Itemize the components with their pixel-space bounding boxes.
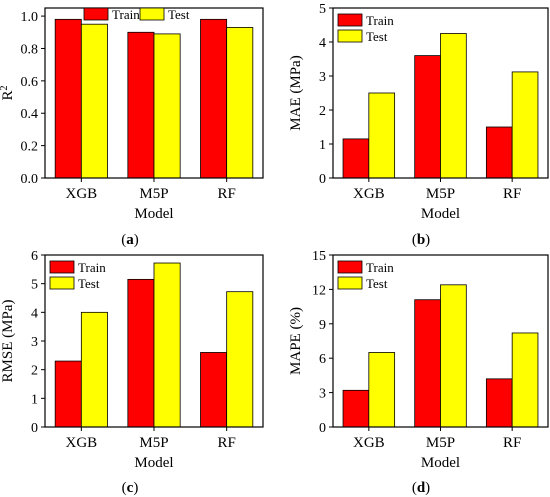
panel-caption: (a) bbox=[121, 232, 139, 248]
plot-frame bbox=[44, 254, 264, 428]
legend-label-train: Train bbox=[366, 13, 394, 28]
bar-train-m5p bbox=[127, 31, 155, 179]
y-tick-label: 0 bbox=[319, 172, 326, 187]
y-tick-label: 6 bbox=[31, 249, 38, 264]
y-tick-label: 5 bbox=[31, 278, 38, 293]
x-tick-label: XGB bbox=[65, 435, 97, 451]
y-tick-label: 6 bbox=[319, 352, 326, 367]
y-tick-label: 2 bbox=[319, 104, 326, 119]
y-axis-label: MAPE (%) bbox=[288, 307, 304, 375]
y-tick-label: 0.8 bbox=[21, 42, 39, 57]
x-tick-label: M5P bbox=[426, 186, 455, 202]
x-axis-label: Model bbox=[134, 206, 173, 222]
legend-label-train: Train bbox=[366, 260, 394, 275]
bar-train-rf bbox=[485, 378, 513, 428]
bar-train-m5p bbox=[127, 278, 155, 428]
bar-test-rf bbox=[226, 291, 254, 428]
legend-swatch-train bbox=[337, 260, 363, 274]
y-tick-label: 9 bbox=[319, 318, 326, 333]
legend-swatch-test bbox=[337, 276, 363, 290]
bar-test-xgb bbox=[80, 311, 108, 428]
x-tick-label: RF bbox=[503, 435, 521, 451]
bar-train-m5p bbox=[414, 55, 441, 179]
legend-swatch-test bbox=[49, 276, 75, 290]
bar-test-m5p bbox=[440, 33, 467, 179]
legend-label-train: Train bbox=[78, 260, 106, 275]
y-tick-label: 0.6 bbox=[21, 75, 39, 90]
y-tick-label: 0 bbox=[319, 421, 326, 436]
legend-label-test: Test bbox=[366, 29, 388, 44]
y-axis-label: MAE (MPa) bbox=[288, 55, 304, 130]
legend-label-train: Train bbox=[112, 7, 140, 22]
plot-frame bbox=[332, 254, 549, 428]
y-tick-label: 0.0 bbox=[21, 172, 39, 187]
x-tick-label: RF bbox=[217, 186, 235, 202]
legend-swatch-test bbox=[139, 7, 165, 21]
x-tick-label: M5P bbox=[139, 435, 168, 451]
bar-train-xgb bbox=[54, 360, 82, 428]
bar-test-xgb bbox=[368, 352, 396, 428]
y-tick-label: 12 bbox=[312, 283, 326, 298]
x-tick-label: M5P bbox=[139, 186, 168, 202]
x-axis-label: Model bbox=[421, 206, 460, 222]
bar-train-rf bbox=[200, 352, 228, 428]
bar-train-rf bbox=[485, 126, 513, 179]
y-tick-label: 4 bbox=[31, 306, 38, 321]
bar-train-xgb bbox=[342, 138, 370, 179]
x-tick-label: XGB bbox=[353, 435, 385, 451]
y-tick-label: 3 bbox=[319, 387, 326, 402]
bar-test-rf bbox=[226, 27, 254, 179]
bar-train-xgb bbox=[54, 18, 82, 179]
legend-swatch-train bbox=[337, 13, 363, 27]
x-tick-label: XGB bbox=[65, 186, 97, 202]
y-tick-label: 0.2 bbox=[21, 140, 39, 155]
bar-test-xgb bbox=[80, 23, 108, 179]
y-tick-label: 5 bbox=[319, 2, 326, 17]
legend-label-test: Test bbox=[168, 7, 190, 22]
panel-caption: (b) bbox=[412, 232, 430, 248]
y-tick-label: 4 bbox=[319, 36, 326, 51]
y-tick-label: 0.4 bbox=[21, 107, 39, 122]
bar-test-m5p bbox=[153, 262, 181, 428]
y-tick-label: 0 bbox=[31, 421, 38, 436]
legend-label-test: Test bbox=[78, 276, 100, 291]
x-axis-label: Model bbox=[421, 455, 460, 471]
y-tick-label: 1 bbox=[31, 392, 38, 407]
bar-test-rf bbox=[511, 332, 539, 428]
legend-swatch-train bbox=[83, 7, 109, 21]
y-tick-label: 1.0 bbox=[21, 10, 39, 25]
y-tick-label: 15 bbox=[312, 249, 326, 264]
bar-test-xgb bbox=[368, 92, 396, 179]
legend-swatch-test bbox=[337, 29, 363, 43]
y-tick-label: 3 bbox=[319, 70, 326, 85]
legend-swatch-train bbox=[49, 260, 75, 274]
panel-caption: (c) bbox=[122, 480, 139, 496]
y-axis-label: R2 bbox=[0, 85, 16, 100]
bar-test-m5p bbox=[440, 284, 467, 428]
bar-train-rf bbox=[200, 18, 228, 179]
bar-train-m5p bbox=[414, 299, 441, 428]
bar-test-rf bbox=[511, 71, 539, 179]
x-tick-label: RF bbox=[503, 186, 521, 202]
bar-test-m5p bbox=[153, 33, 181, 179]
plot-frame bbox=[332, 7, 549, 179]
y-tick-label: 3 bbox=[31, 335, 38, 350]
x-tick-label: XGB bbox=[353, 186, 385, 202]
x-axis-label: Model bbox=[134, 455, 173, 471]
y-tick-label: 2 bbox=[31, 364, 38, 379]
x-tick-label: RF bbox=[217, 435, 235, 451]
y-tick-label: 1 bbox=[319, 138, 326, 153]
panel-caption: (d) bbox=[412, 480, 430, 496]
y-axis-label: RMSE (MPa) bbox=[0, 300, 16, 383]
bar-train-xgb bbox=[342, 389, 370, 428]
legend-label-test: Test bbox=[366, 276, 388, 291]
x-tick-label: M5P bbox=[426, 435, 455, 451]
